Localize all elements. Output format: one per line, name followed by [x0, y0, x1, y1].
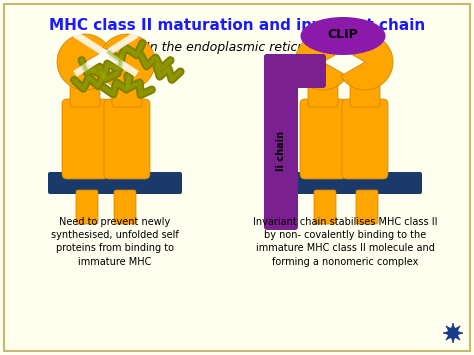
FancyBboxPatch shape: [112, 83, 142, 107]
FancyBboxPatch shape: [350, 83, 380, 107]
Text: CLIP: CLIP: [328, 27, 358, 40]
Text: Ii chain: Ii chain: [276, 130, 286, 170]
Wedge shape: [103, 34, 155, 90]
FancyBboxPatch shape: [278, 172, 422, 194]
FancyBboxPatch shape: [342, 99, 388, 179]
FancyBboxPatch shape: [70, 83, 100, 107]
FancyBboxPatch shape: [264, 54, 326, 88]
FancyBboxPatch shape: [48, 172, 182, 194]
FancyBboxPatch shape: [314, 190, 336, 224]
Text: Need to prevent newly
synthesised, unfolded self
proteins from binding to
immatu: Need to prevent newly synthesised, unfol…: [51, 217, 179, 267]
Wedge shape: [341, 34, 393, 90]
Text: In the endoplasmic reticulum: In the endoplasmic reticulum: [146, 40, 328, 54]
Wedge shape: [295, 34, 347, 90]
FancyBboxPatch shape: [308, 83, 338, 107]
FancyBboxPatch shape: [300, 99, 346, 179]
Text: MHC class II maturation and invariant chain: MHC class II maturation and invariant ch…: [49, 17, 425, 33]
FancyBboxPatch shape: [264, 54, 298, 230]
FancyBboxPatch shape: [104, 99, 150, 179]
FancyBboxPatch shape: [114, 190, 136, 224]
Text: Invariant chain stabilises MHC class II
by non- covalently binding to the
immatu: Invariant chain stabilises MHC class II …: [253, 217, 437, 267]
FancyBboxPatch shape: [356, 190, 378, 224]
FancyBboxPatch shape: [76, 190, 98, 224]
Ellipse shape: [301, 17, 385, 55]
Wedge shape: [57, 34, 109, 90]
FancyBboxPatch shape: [62, 99, 108, 179]
